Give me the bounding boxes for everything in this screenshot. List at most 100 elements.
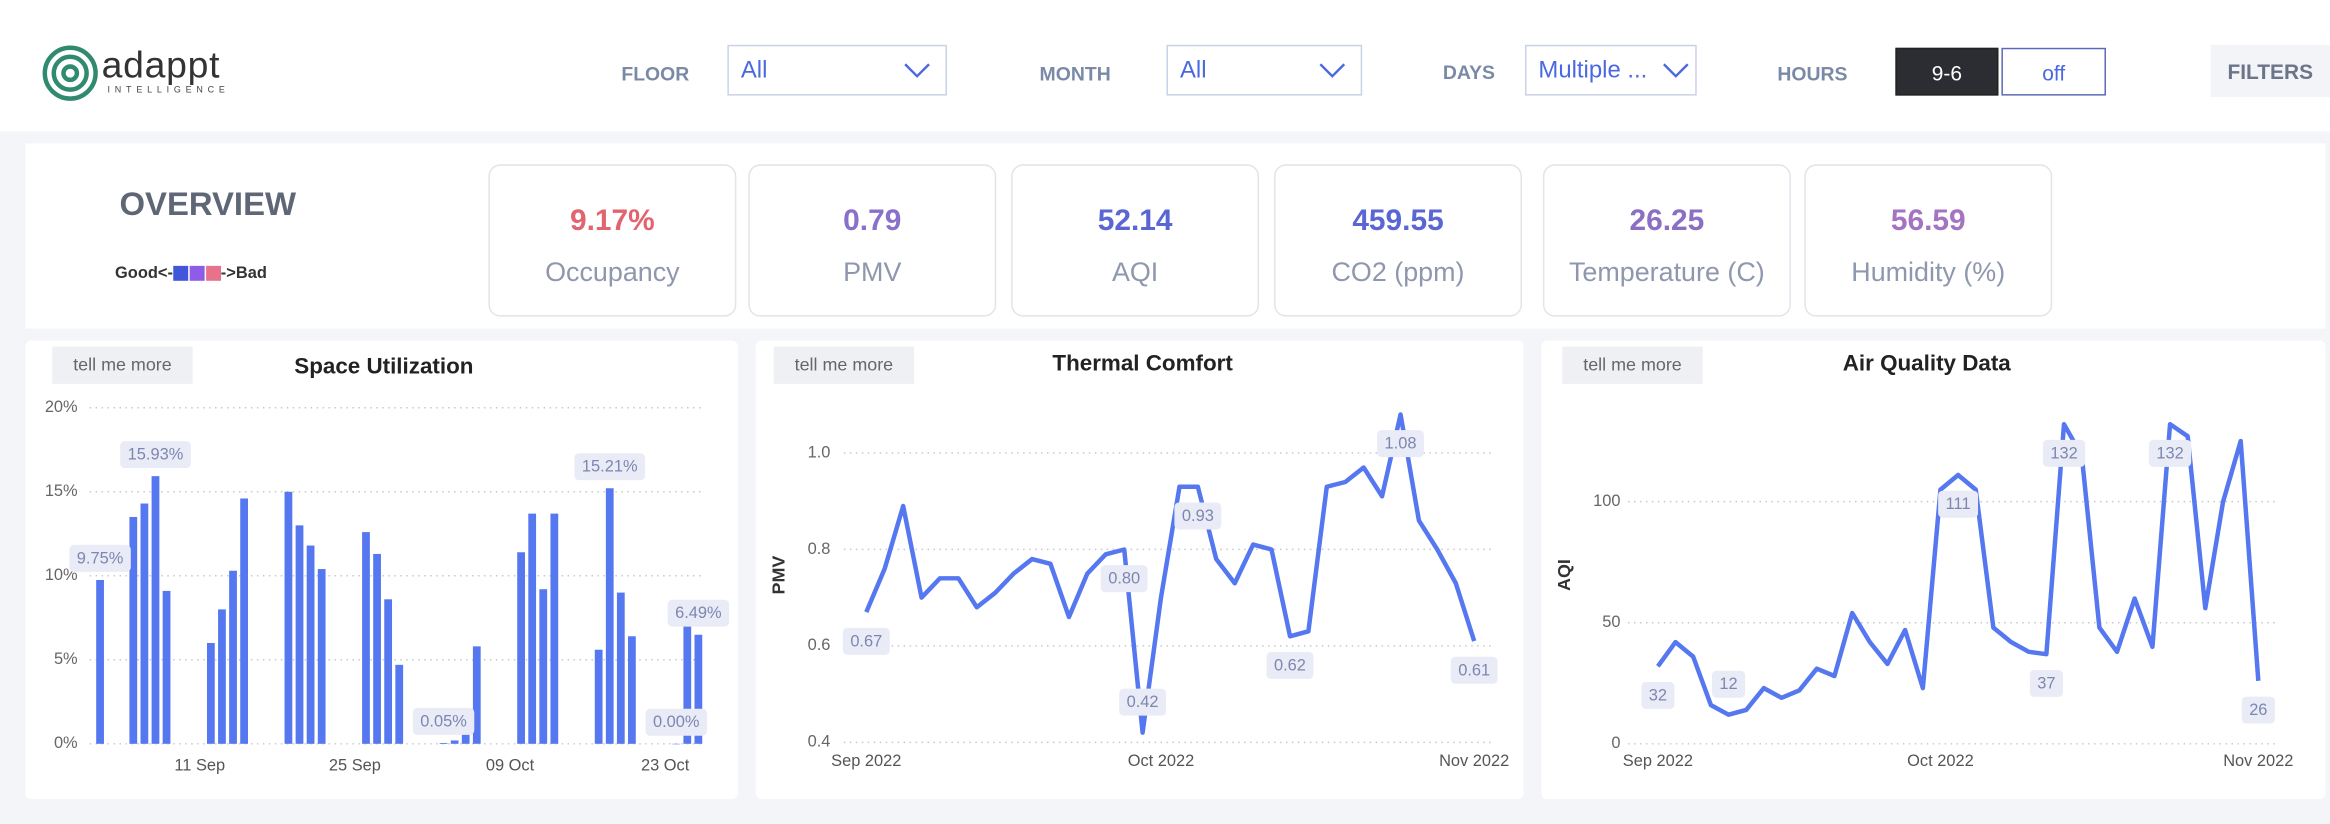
value-label-bg (1119, 688, 1167, 716)
bar (162, 590, 171, 744)
value-label: 0.61 (1458, 661, 1490, 679)
tell-me-more-button[interactable] (52, 346, 193, 384)
tell-me-more-text: tell me more (1583, 355, 1682, 375)
chart-title: Air Quality Data (1843, 350, 2012, 375)
logo-tagline: INTELLIGENCE (107, 86, 230, 96)
kpi-value: 9.17% (570, 204, 655, 238)
kpi-label: Temperature (C) (1568, 256, 1765, 287)
kpi-label: PMV (843, 256, 902, 287)
bar (694, 634, 703, 744)
value-label: 0.62 (1274, 656, 1306, 674)
dropdown-value: Multiple ... (1538, 58, 1648, 84)
kpi-card: 459.55 CO2 (ppm) (1274, 164, 1522, 317)
y-tick-label: 50 (1602, 613, 1620, 631)
value-label: 132 (2156, 444, 2183, 462)
hours-option[interactable]: 9-6 (1895, 47, 1999, 96)
kpi-card: 56.59 Humidity (%) (1804, 164, 2053, 317)
dropdown-value: All (740, 58, 768, 84)
bar (140, 503, 149, 744)
value-label: 37 (2037, 674, 2055, 692)
floor-dropdown[interactable]: All (727, 44, 947, 96)
tell-me-more-button[interactable] (1562, 346, 1703, 384)
bar (539, 589, 548, 744)
value-label-bg (2029, 669, 2064, 697)
bar (395, 664, 404, 744)
y-tick-label: 20% (45, 398, 78, 416)
bar (628, 636, 636, 744)
x-tick-label: 09 Oct (486, 757, 535, 775)
bar (129, 516, 138, 744)
x-tick-label: Oct 2022 (1128, 752, 1195, 770)
y-tick-label: 0% (54, 734, 78, 752)
value-label: 6.49% (675, 604, 722, 622)
value-label: 26 (2249, 701, 2267, 719)
value-label: 15.93% (128, 446, 184, 464)
logo-name: adappt (101, 44, 221, 87)
bar (439, 742, 448, 744)
x-tick-label: Oct 2022 (1907, 752, 1974, 770)
value-label-bg (1266, 651, 1314, 679)
logo-icon (42, 45, 98, 101)
days-dropdown[interactable]: Multiple ... (1524, 44, 1697, 96)
value-label: 111 (1946, 495, 1971, 513)
bar (450, 740, 459, 744)
hours-option[interactable]: off (2001, 47, 2106, 96)
filters-button[interactable]: FILTERS (2210, 44, 2330, 98)
y-tick-label: 0 (1611, 734, 1620, 752)
chevron (904, 63, 930, 78)
overview-legend: Good<- ->Bad (115, 264, 267, 282)
month-dropdown[interactable]: All (1166, 44, 1363, 96)
value-label-bg (2042, 439, 2086, 467)
value-label-bg (1711, 670, 1746, 698)
x-tick-label: 11 Sep (174, 757, 225, 775)
kpi-card: 26.25 Temperature (C) (1542, 164, 1791, 317)
bar (295, 525, 304, 744)
kpi-card: 9.17% Occupancy (488, 164, 737, 317)
legend-swatch (189, 265, 205, 281)
value-label: 9.75% (77, 549, 124, 567)
y-tick-label: 0.4 (808, 733, 831, 751)
y-axis-label: AQI (1554, 559, 1574, 591)
x-tick-label: Sep 2022 (831, 752, 901, 770)
y-tick-label: 10% (45, 566, 78, 584)
legend-bad: ->Bad (220, 264, 267, 283)
data-line (864, 412, 1477, 735)
y-tick-label: 100 (1593, 492, 1620, 510)
chevron (1319, 63, 1346, 78)
bar (616, 592, 625, 744)
value-label: 32 (1649, 687, 1667, 705)
value-label: 132 (2050, 444, 2077, 462)
value-label-bg (1100, 565, 1148, 593)
x-tick-label: Nov 2022 (2223, 752, 2293, 770)
y-tick-label: 15% (45, 482, 78, 500)
bar (206, 642, 215, 744)
x-tick-label: Nov 2022 (1439, 752, 1509, 770)
legend-swatch (172, 265, 188, 281)
kpi-card: 52.14 AQI (1011, 164, 1260, 317)
value-label-bg (1174, 502, 1222, 530)
y-tick-label: 0.6 (808, 636, 831, 654)
bar (384, 599, 393, 744)
kpi-value: 459.55 (1352, 204, 1444, 238)
bar (284, 491, 293, 744)
value-label: 1.08 (1385, 435, 1417, 453)
data-line (1656, 421, 2261, 717)
bar (229, 570, 237, 744)
value-label-bg (120, 441, 191, 469)
value-label: 15.21% (582, 458, 638, 476)
value-label-bg (1938, 490, 1979, 518)
value-label: 12 (1719, 675, 1737, 693)
value-label: 0.67 (850, 632, 882, 650)
legend-swatch (205, 265, 221, 281)
bar (240, 498, 248, 744)
chevron (1663, 63, 1689, 78)
tell-me-more-button[interactable] (773, 346, 915, 384)
bar (517, 552, 525, 744)
overview-title: OVERVIEW (119, 185, 297, 223)
legend-good: Good<- (115, 264, 173, 283)
y-tick-label: 0.8 (808, 540, 831, 558)
bar (151, 476, 160, 744)
kpi-value: 56.59 (1890, 204, 1966, 238)
